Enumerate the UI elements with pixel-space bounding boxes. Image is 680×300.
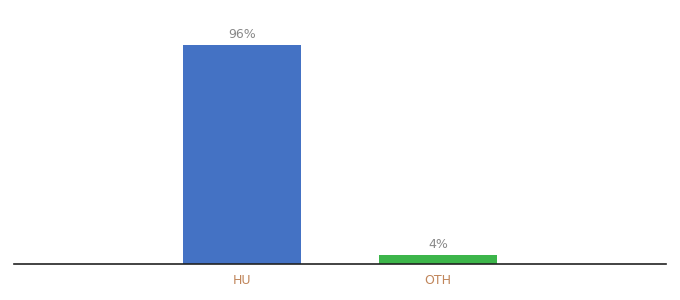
Text: 96%: 96%	[228, 28, 256, 41]
Text: 4%: 4%	[428, 238, 448, 251]
Bar	[184, 45, 301, 264]
Bar	[379, 255, 496, 264]
